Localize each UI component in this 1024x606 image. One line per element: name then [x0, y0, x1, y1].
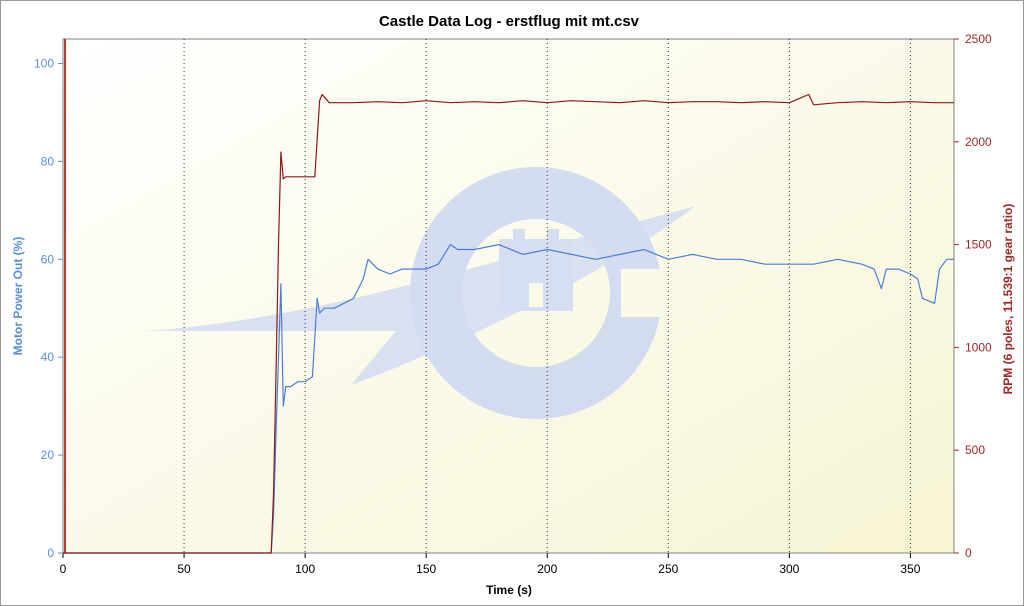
x-tick-label: 300: [779, 562, 799, 576]
y-right-tick-label: 1000: [965, 340, 992, 354]
y-right-axis-ticks: 0 500 1000 1500 2000 2500: [954, 32, 992, 560]
y-left-tick-label: 100: [34, 56, 54, 70]
series-layer: [63, 93, 954, 554]
y-left-axis-ticks: 0 20 40 60 80 100: [34, 56, 63, 560]
y-left-tick-label: 40: [41, 350, 55, 364]
y-left-tick-label: 0: [47, 546, 54, 560]
watermark-tower: [499, 229, 573, 311]
x-axis-ticks: 0 50 100 150 200 250 300 350: [60, 553, 921, 576]
x-tick-label: 250: [658, 562, 678, 576]
grid-lines: [64, 39, 911, 553]
x-axis-label: Time (s): [486, 583, 532, 597]
x-tick-label: 100: [295, 562, 315, 576]
watermark-gap: [621, 269, 701, 317]
chart-title: Castle Data Log - erstflug mit mt.csv: [379, 13, 640, 30]
y-right-axis-label: RPM (6 poles, 11.539:1 gear ratio): [1001, 204, 1015, 395]
rpm-series-line: [63, 93, 954, 554]
castle-logo-watermark: [144, 167, 701, 419]
y-right-tick-label: 0: [965, 546, 972, 560]
y-left-tick-label: 60: [41, 252, 55, 266]
x-tick-label: 150: [416, 562, 436, 576]
x-tick-label: 350: [900, 562, 920, 576]
y-right-tick-label: 500: [965, 443, 985, 457]
y-right-tick-label: 2500: [965, 32, 992, 46]
watermark-door: [529, 283, 543, 307]
y-left-axis-label: Motor Power Out (%): [11, 237, 25, 356]
y-left-tick-label: 80: [41, 154, 55, 168]
y-left-tick-label: 20: [41, 448, 55, 462]
y-right-tick-label: 2000: [965, 135, 992, 149]
x-tick-label: 0: [60, 562, 67, 576]
x-tick-label: 200: [537, 562, 557, 576]
x-tick-label: 50: [177, 562, 191, 576]
y-right-tick-label: 1500: [965, 238, 992, 252]
power-series-line: [63, 244, 954, 554]
